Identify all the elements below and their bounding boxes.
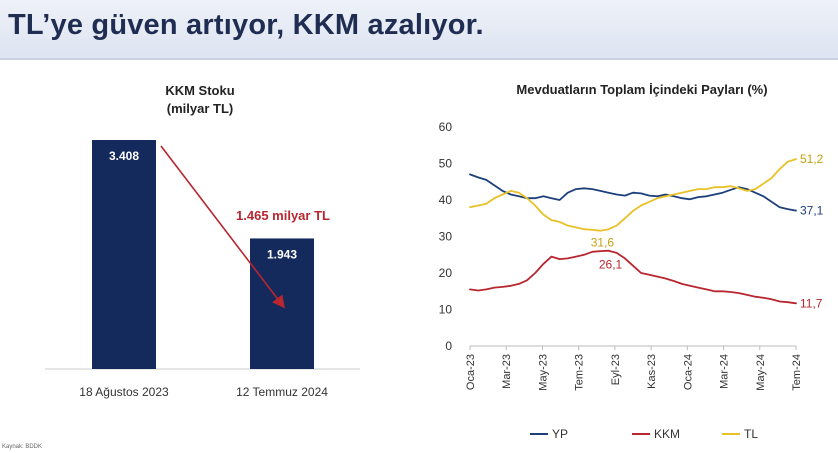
bar-value-label-1: 1.943 [267,247,297,261]
end-label-yp: 37,1 [800,204,824,218]
series-line-yp [469,173,797,212]
end-label-tl: 51,2 [800,152,824,166]
x-tick-label: May-24 [755,354,767,391]
legend-label-yp: YP [552,427,568,441]
y-tick-label: 60 [439,120,453,134]
bar-chart-subtitle: (milyar TL) [166,101,234,116]
x-tick-label: May-23 [537,354,549,391]
bar-value-label-0: 3.408 [109,149,139,163]
x-tick-label: Oca-23 [465,354,477,390]
bar-0 [92,140,156,369]
bar-chart-title-line1: KKM Stoku [165,83,235,98]
page-title: TL’ye güven artıyor, KKM azalıyor. [8,9,484,41]
source-note: Kaynak: BDDK [2,444,43,450]
x-tick-label: Eyl-23 [610,354,622,385]
decline-arrow [160,145,285,309]
y-tick-label: 0 [445,339,452,353]
bar-category-label-0: 18 Ağustos 2023 [79,385,169,399]
y-tick-label: 20 [439,266,453,280]
decline-annotation: 1.465 milyar TL [236,208,330,223]
y-tick-label: 10 [439,303,453,317]
legend-label-kkm: KKM [654,427,680,441]
x-tick-label: Kas-23 [646,354,658,389]
legend-label-tl: TL [744,427,758,441]
bar-chart-title: KKM Stoku (milyar TL) [130,82,270,118]
point-label-kkm: 26,1 [599,258,623,272]
end-label-kkm: 11,7 [800,296,823,310]
x-tick-label: Tem-23 [574,354,586,391]
x-tick-label: Mar-24 [719,354,731,389]
y-tick-label: 50 [439,157,453,171]
point-label-tl: 31,6 [591,236,615,250]
x-tick-label: Mar-23 [501,354,513,389]
series-line-kkm [469,249,797,305]
y-tick-label: 40 [439,193,453,207]
x-tick-label: Tem-24 [791,354,803,391]
title-banner: TL’ye güven artıyor, KKM azalıyor. [0,0,838,60]
series-line-tl [469,158,797,232]
line-chart-title: Mevduatların Toplam İçindeki Payları (%) [516,82,768,97]
x-tick-label: Oca-24 [682,354,694,390]
bar-category-label-1: 12 Temmuz 2024 [236,385,328,399]
y-tick-label: 30 [439,230,453,244]
